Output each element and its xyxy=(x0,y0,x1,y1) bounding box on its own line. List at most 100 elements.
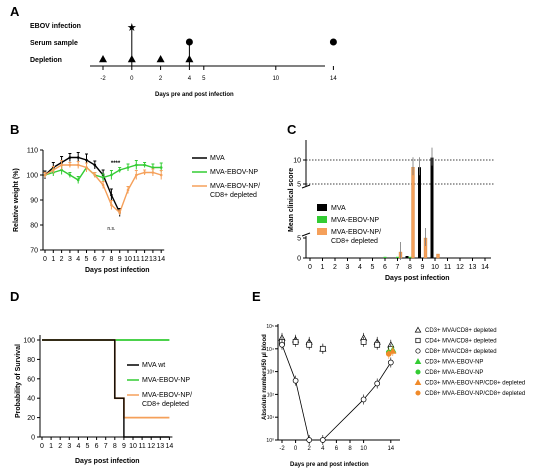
timeline-tick-label: 4 xyxy=(188,76,192,82)
b-xtick-label: 8 xyxy=(109,256,113,263)
c-legend-cd8-line1: MVA-EBOV-NP/ xyxy=(331,229,381,236)
e-marker-circle xyxy=(292,377,299,384)
c-legend-mva: MVA xyxy=(331,205,346,212)
d-xtick-label: 2 xyxy=(58,443,62,450)
c-xtick-label: 12 xyxy=(456,264,464,271)
b-xtick-label: 10 xyxy=(124,256,132,263)
e-marker-triangle xyxy=(389,347,397,354)
b-point xyxy=(68,156,72,159)
d-xtick-label: 4 xyxy=(76,443,80,450)
c-xtick-label: 2 xyxy=(333,264,337,271)
e-marker-circle xyxy=(374,380,381,387)
e-marker-square xyxy=(292,339,299,345)
b-legend: MVA MVA-EBOV-NP MVA-EBOV-NP/ CD8+ deplet… xyxy=(192,155,260,199)
c-xtick-label: 6 xyxy=(383,264,387,271)
b-point xyxy=(43,173,47,177)
d-xtick-label: 8 xyxy=(113,443,117,450)
b-point xyxy=(151,166,155,169)
b-point xyxy=(151,171,155,174)
b-point xyxy=(101,176,105,179)
b-xtick-label: 0 xyxy=(43,256,47,263)
e-ylabel: Absolute numbers/50 µl blood xyxy=(262,334,268,420)
b-xtick-label: 5 xyxy=(85,256,89,263)
b-xlabel: Days post infection xyxy=(85,267,150,274)
b-annotation-ns: n.s. xyxy=(107,226,115,232)
b-legend-cd8-line1: MVA-EBOV-NP/ xyxy=(210,183,260,190)
timeline-xlabel: Days pre and post infection xyxy=(155,92,234,98)
d-ytick-label: 0 xyxy=(31,435,35,442)
panel-d-label: D xyxy=(10,289,19,304)
d-xtick-label: 12 xyxy=(147,443,155,450)
c-ylabel: Mean clinical score xyxy=(288,168,295,232)
e-legend-item: CD3+ MVA/CD8+ depleted xyxy=(425,328,497,334)
timeline-tick-label: 14 xyxy=(330,76,337,82)
panel-a: A EBOV infection Serum sample Depletion … xyxy=(10,4,337,98)
b-point xyxy=(60,168,63,172)
b-point xyxy=(60,163,63,167)
d-survival-curve xyxy=(42,339,170,438)
e-marker-circle xyxy=(279,341,285,348)
b-legend-cd8-line2: CD8+ depleted xyxy=(210,192,257,199)
b-point xyxy=(143,163,146,167)
b-xtick-label: 11 xyxy=(133,256,140,263)
d-ytick-label: 20 xyxy=(27,415,35,422)
e-xtick-label: 6 xyxy=(335,446,339,452)
b-ytick-label: 90 xyxy=(30,198,38,205)
e-ytick-label: 10¹ xyxy=(267,415,275,421)
d-xtick-label: 0 xyxy=(40,443,44,450)
timeline-tick-label: 10 xyxy=(272,76,279,82)
row-label-infection: EBOV infection xyxy=(30,23,81,30)
b-xtick-label: 14 xyxy=(157,256,165,263)
e-marker-circle xyxy=(306,437,313,443)
e-legend-item: CD4+ MVA/CD8+ depleted xyxy=(425,339,497,345)
e-marker-circle xyxy=(415,390,421,396)
c-bar xyxy=(396,256,399,258)
e-legend-item: CD3+ MVA-EBOV-NP xyxy=(425,360,483,366)
b-point xyxy=(85,166,88,169)
c-legend-swatch-cd8 xyxy=(317,228,327,235)
d-xtick-label: 3 xyxy=(67,443,71,450)
b-point xyxy=(118,168,121,172)
b-xtick-label: 4 xyxy=(76,256,80,263)
b-xtick-label: 7 xyxy=(101,256,105,263)
b-xtick-label: 3 xyxy=(68,256,72,263)
timeline-marks: ★ xyxy=(99,22,337,66)
d-xtick-label: 11 xyxy=(138,443,145,450)
timeline-tick-label: 2 xyxy=(159,76,163,82)
c-legend-swatch-np xyxy=(317,216,327,223)
b-annotation-significance: **** xyxy=(111,161,121,167)
b-point xyxy=(93,173,97,177)
e-legend-item: CD8+ MVA-EBOV-NP xyxy=(425,370,483,376)
b-point xyxy=(135,173,138,177)
e-cd8-line xyxy=(281,344,392,441)
c-bar xyxy=(408,256,412,258)
b-point xyxy=(110,193,113,197)
b-xtick-label: 2 xyxy=(60,256,64,263)
row-label-depletion: Depletion xyxy=(30,57,62,64)
e-ytick-label: 10⁴ xyxy=(266,347,274,353)
d-legend-np: MVA-EBOV-NP xyxy=(142,377,190,384)
c-axis-break xyxy=(301,232,311,237)
b-legend-np: MVA-EBOV-NP xyxy=(210,169,258,176)
b-xtick-label: 1 xyxy=(51,256,55,263)
c-bar xyxy=(418,167,421,258)
e-marker-circle xyxy=(385,351,392,357)
e-xtick-label: -2 xyxy=(279,446,285,452)
c-axis-break xyxy=(301,184,311,189)
c-legend-swatch-mva xyxy=(317,204,327,211)
panel-a-label: A xyxy=(10,4,20,19)
e-marker-square xyxy=(306,341,313,348)
d-ytick-label: 60 xyxy=(27,376,35,383)
e-ytick-label: 10³ xyxy=(267,370,275,376)
b-ytick-label: 100 xyxy=(26,173,38,180)
d-xtick-label: 13 xyxy=(156,443,164,450)
d-legend-cd8-line2: CD8+ depleted xyxy=(142,401,189,408)
e-marker-square xyxy=(319,345,326,352)
e-xlabel: Days pre and post infection xyxy=(290,462,369,468)
d-ytick-label: 40 xyxy=(27,396,35,403)
d-xtick-label: 5 xyxy=(86,443,90,450)
